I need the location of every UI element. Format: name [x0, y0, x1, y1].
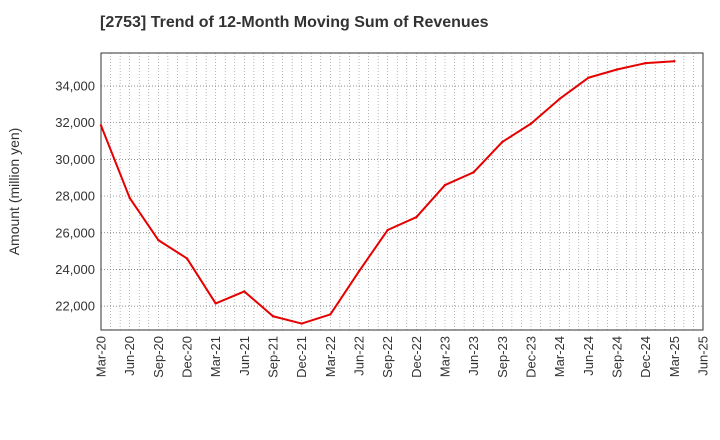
x-tick-label: Dec-22 — [409, 336, 424, 378]
data-point — [587, 76, 590, 79]
x-tick-label: Dec-20 — [180, 336, 195, 378]
data-point — [644, 61, 647, 65]
x-tick-label: Jun-25 — [696, 336, 711, 376]
data-point — [128, 196, 131, 200]
data-point — [329, 313, 332, 316]
x-tick-label: Mar-23 — [438, 336, 453, 377]
x-tick-label: Dec-23 — [524, 336, 539, 378]
x-tick-label: Jun-22 — [352, 336, 367, 376]
x-tick-label: Mar-24 — [552, 336, 567, 377]
chart-title: [2753] Trend of 12-Month Moving Sum of R… — [100, 14, 489, 31]
x-tick-label: Mar-20 — [94, 336, 109, 377]
y-tick-label: 34,000 — [55, 79, 95, 94]
y-tick-label: 24,000 — [55, 262, 95, 277]
data-point — [673, 60, 676, 63]
data-point — [472, 171, 475, 174]
x-tick-label: Sep-22 — [380, 336, 395, 378]
x-tick-label: Dec-24 — [638, 336, 653, 378]
x-tick-label: Jun-24 — [581, 336, 596, 376]
data-point — [529, 122, 533, 125]
x-tick-label: Mar-25 — [667, 336, 682, 377]
x-tick-label: Jun-20 — [122, 336, 137, 376]
data-point — [558, 97, 561, 101]
data-point — [615, 68, 619, 71]
plot-frame — [100, 52, 704, 331]
y-tick-label: 26,000 — [55, 225, 95, 240]
series-layer — [99, 60, 676, 325]
x-tick-label: Dec-21 — [294, 336, 309, 378]
data-point — [443, 183, 447, 187]
x-tick-label: Sep-20 — [151, 336, 166, 378]
grid-layer — [101, 53, 703, 330]
label-layer: 22,000 24,000 26,000 28,000 30,000 32,000 34,0… — [6, 79, 711, 378]
x-tick-label: Sep-23 — [495, 336, 510, 378]
data-point — [386, 228, 389, 232]
x-tick-label: Sep-21 — [266, 336, 281, 378]
data-point — [501, 140, 504, 144]
data-point — [157, 238, 160, 242]
y-tick-label: 28,000 — [55, 189, 95, 204]
y-tick-label: 22,000 — [55, 299, 95, 314]
data-point — [214, 302, 217, 305]
x-tick-label: Mar-21 — [208, 336, 223, 377]
y-tick-label: 30,000 — [55, 152, 95, 167]
data-point — [271, 315, 275, 318]
data-point — [300, 322, 303, 325]
data-point — [99, 124, 103, 127]
data-point — [415, 215, 418, 219]
data-point — [243, 290, 246, 293]
y-axis-label: Amount (million yen) — [6, 128, 22, 256]
x-tick-label: Mar-22 — [323, 336, 338, 377]
x-tick-label: Jun-23 — [466, 336, 481, 376]
data-point — [185, 257, 189, 260]
axis-layer — [100, 52, 704, 331]
y-tick-label: 32,000 — [55, 115, 95, 130]
data-point — [357, 270, 361, 273]
x-tick-label: Sep-24 — [610, 336, 625, 378]
x-tick-label: Jun-21 — [237, 336, 252, 376]
